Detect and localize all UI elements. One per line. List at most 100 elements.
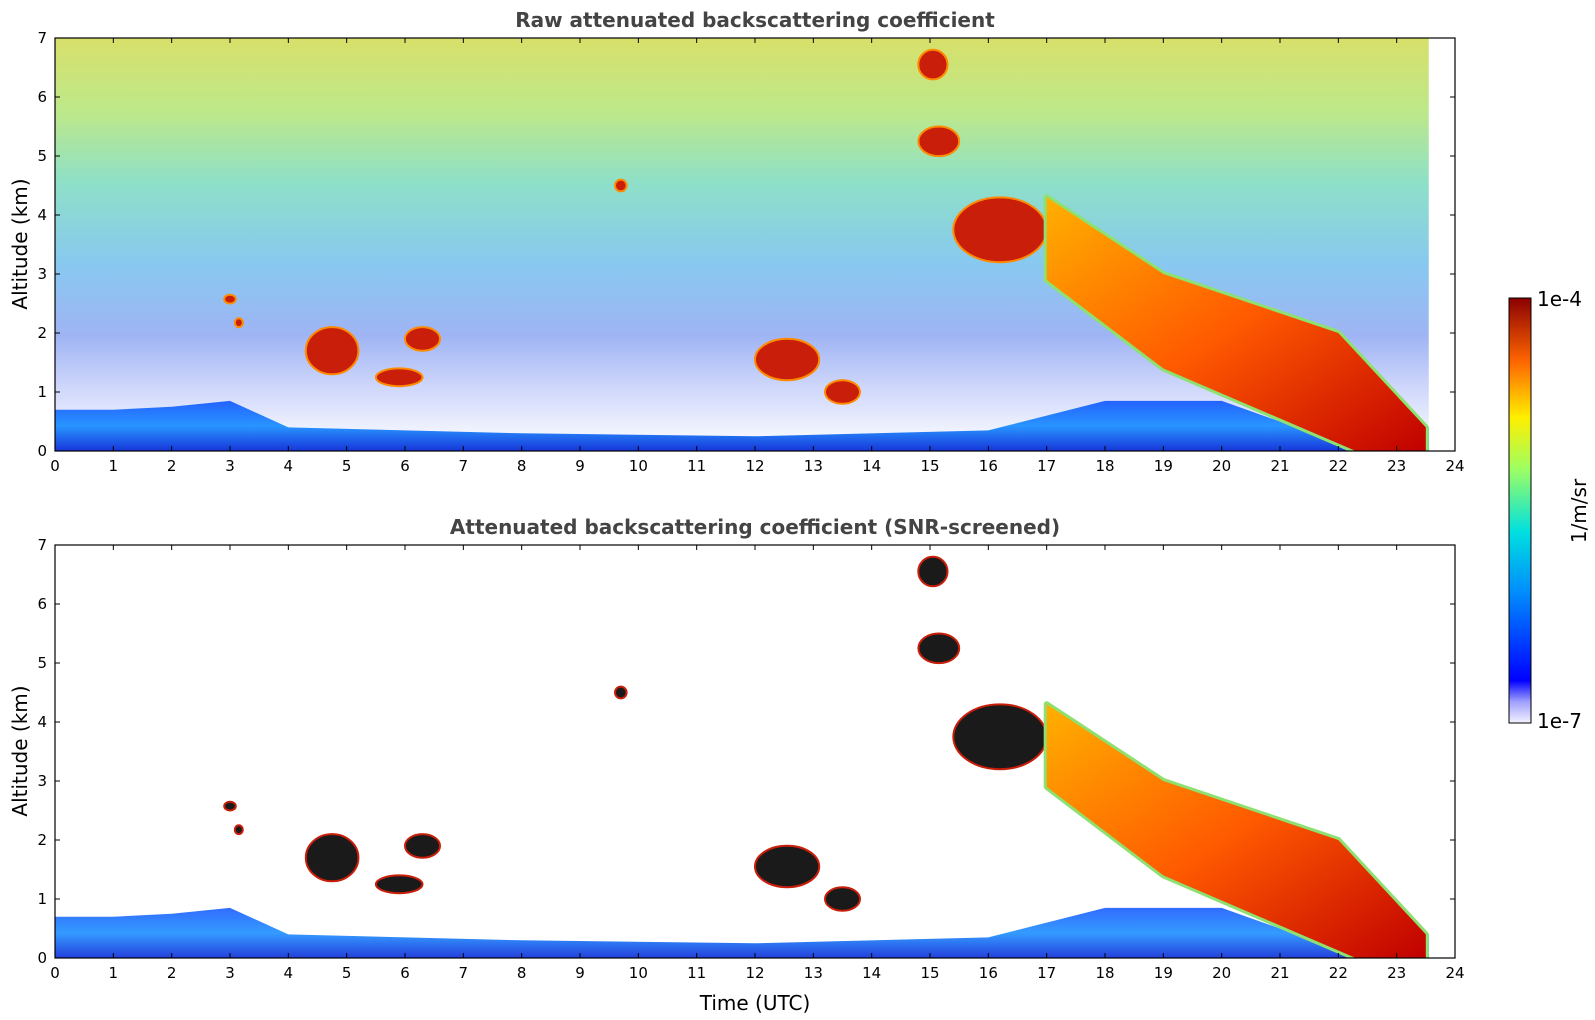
y-tick-label: 0 — [37, 442, 47, 460]
x-tick-label: 21 — [1270, 964, 1289, 982]
top-panel: Raw attenuated backscattering coefficien… — [8, 8, 1465, 475]
x-tick-label: 2 — [167, 964, 177, 982]
top-y-axis-label: Altitude (km) — [8, 178, 32, 309]
feature-7 — [754, 337, 821, 382]
colorbar-min-label: 1e-7 — [1537, 709, 1582, 733]
y-tick-label: 1 — [37, 890, 47, 908]
x-tick-label: 22 — [1329, 964, 1348, 982]
y-tick-label: 0 — [37, 949, 47, 967]
x-tick-label: 12 — [745, 964, 764, 982]
x-tick-label: 21 — [1270, 457, 1289, 475]
feature-1 — [223, 293, 237, 305]
x-tick-label: 3 — [225, 457, 235, 475]
feature-4 — [374, 367, 424, 388]
feature-3 — [304, 833, 360, 883]
bottom-x-axis: 0 1 2 3 4 5 6 7 8 9 10 11 12 13 14 15 16 17 18 19 20 21 22 23 24 — [50, 545, 1465, 982]
x-tick-label: 8 — [517, 964, 527, 982]
y-tick-label: 6 — [37, 595, 47, 613]
feature-8 — [824, 379, 861, 405]
x-tick-label: 18 — [1095, 457, 1114, 475]
top-panel-title: Raw attenuated backscattering coefficien… — [515, 8, 995, 32]
colorbar-max-label: 1e-4 — [1537, 287, 1582, 311]
x-tick-label: 24 — [1445, 964, 1464, 982]
colorbar: 1e-4 1e-7 1/m/sr — [1508, 287, 1591, 733]
x-tick-label: 17 — [1037, 964, 1056, 982]
bottom-y-axis-label: Altitude (km) — [8, 685, 32, 816]
x-tick-label: 10 — [629, 964, 648, 982]
y-tick-label: 7 — [37, 536, 47, 554]
feature-6 — [614, 685, 628, 700]
y-tick-label: 5 — [37, 654, 47, 672]
feature-12 — [1043, 701, 1429, 958]
x-tick-label: 1 — [109, 964, 119, 982]
x-tick-label: 0 — [50, 964, 60, 982]
feature-10 — [917, 632, 961, 665]
y-tick-label: 4 — [37, 713, 47, 731]
x-tick-label: 7 — [459, 964, 469, 982]
bottom-panel: Attenuated backscattering coefficient (S… — [8, 515, 1465, 1015]
x-tick-label: 12 — [745, 457, 764, 475]
feature-7 — [754, 844, 821, 889]
boundary-layer — [55, 400, 1429, 451]
x-tick-label: 5 — [342, 964, 352, 982]
x-tick-label: 11 — [687, 457, 706, 475]
x-tick-label: 2 — [167, 457, 177, 475]
feature-9 — [917, 48, 949, 81]
x-tick-label: 10 — [629, 457, 648, 475]
top-heatmap-features — [223, 48, 1429, 451]
x-tick-label: 23 — [1387, 457, 1406, 475]
x-tick-label: 15 — [920, 964, 939, 982]
bottom-panel-title: Attenuated backscattering coefficient (S… — [450, 515, 1060, 539]
top-heatmap — [55, 38, 1429, 451]
x-tick-label: 19 — [1154, 457, 1173, 475]
top-heatmap-fill — [55, 38, 1429, 451]
feature-2 — [233, 317, 244, 329]
bottom-heatmap — [55, 555, 1429, 958]
x-tick-label: 18 — [1095, 964, 1114, 982]
x-tick-label: 24 — [1445, 457, 1464, 475]
x-tick-label: 4 — [284, 964, 294, 982]
x-tick-label: 0 — [50, 457, 60, 475]
feature-1 — [223, 800, 237, 812]
x-tick-label: 16 — [979, 964, 998, 982]
x-tick-label: 20 — [1212, 457, 1231, 475]
x-tick-label: 11 — [687, 964, 706, 982]
y-tick-label: 3 — [37, 772, 47, 790]
y-tick-label: 1 — [37, 383, 47, 401]
feature-11 — [952, 196, 1048, 264]
bottom-x-axis-label: Time (UTC) — [699, 991, 811, 1015]
x-tick-label: 6 — [400, 457, 410, 475]
feature-11 — [952, 703, 1048, 771]
x-tick-label: 14 — [862, 457, 881, 475]
x-tick-label: 3 — [225, 964, 235, 982]
x-tick-label: 13 — [804, 964, 823, 982]
feature-10 — [917, 125, 961, 158]
feature-5 — [404, 833, 441, 859]
feature-3 — [304, 326, 360, 376]
bottom-heatmap-fill — [55, 907, 1429, 958]
x-tick-label: 17 — [1037, 457, 1056, 475]
colorbar-gradient — [1508, 297, 1532, 724]
feature-12 — [1043, 194, 1429, 451]
x-tick-label: 9 — [575, 457, 585, 475]
x-tick-label: 16 — [979, 457, 998, 475]
feature-2 — [233, 824, 244, 836]
x-tick-label: 6 — [400, 964, 410, 982]
x-tick-label: 4 — [284, 457, 294, 475]
feature-9 — [917, 555, 949, 588]
feature-8 — [824, 886, 861, 912]
bottom-y-axis: 0 1 2 3 4 5 6 7 — [37, 536, 1455, 967]
y-tick-label: 2 — [37, 831, 47, 849]
boundary-layer — [55, 907, 1429, 958]
top-x-axis: 0 1 2 3 4 5 6 7 8 9 10 11 12 13 14 15 16 17 18 19 20 21 22 23 24 — [50, 38, 1465, 475]
x-tick-label: 9 — [575, 964, 585, 982]
x-tick-label: 19 — [1154, 964, 1173, 982]
colorbar-unit-label: 1/m/sr — [1567, 478, 1591, 543]
y-tick-label: 5 — [37, 147, 47, 165]
y-tick-label: 3 — [37, 265, 47, 283]
y-tick-label: 7 — [37, 29, 47, 47]
feature-4 — [374, 874, 424, 895]
x-tick-label: 8 — [517, 457, 527, 475]
x-tick-label: 1 — [109, 457, 119, 475]
